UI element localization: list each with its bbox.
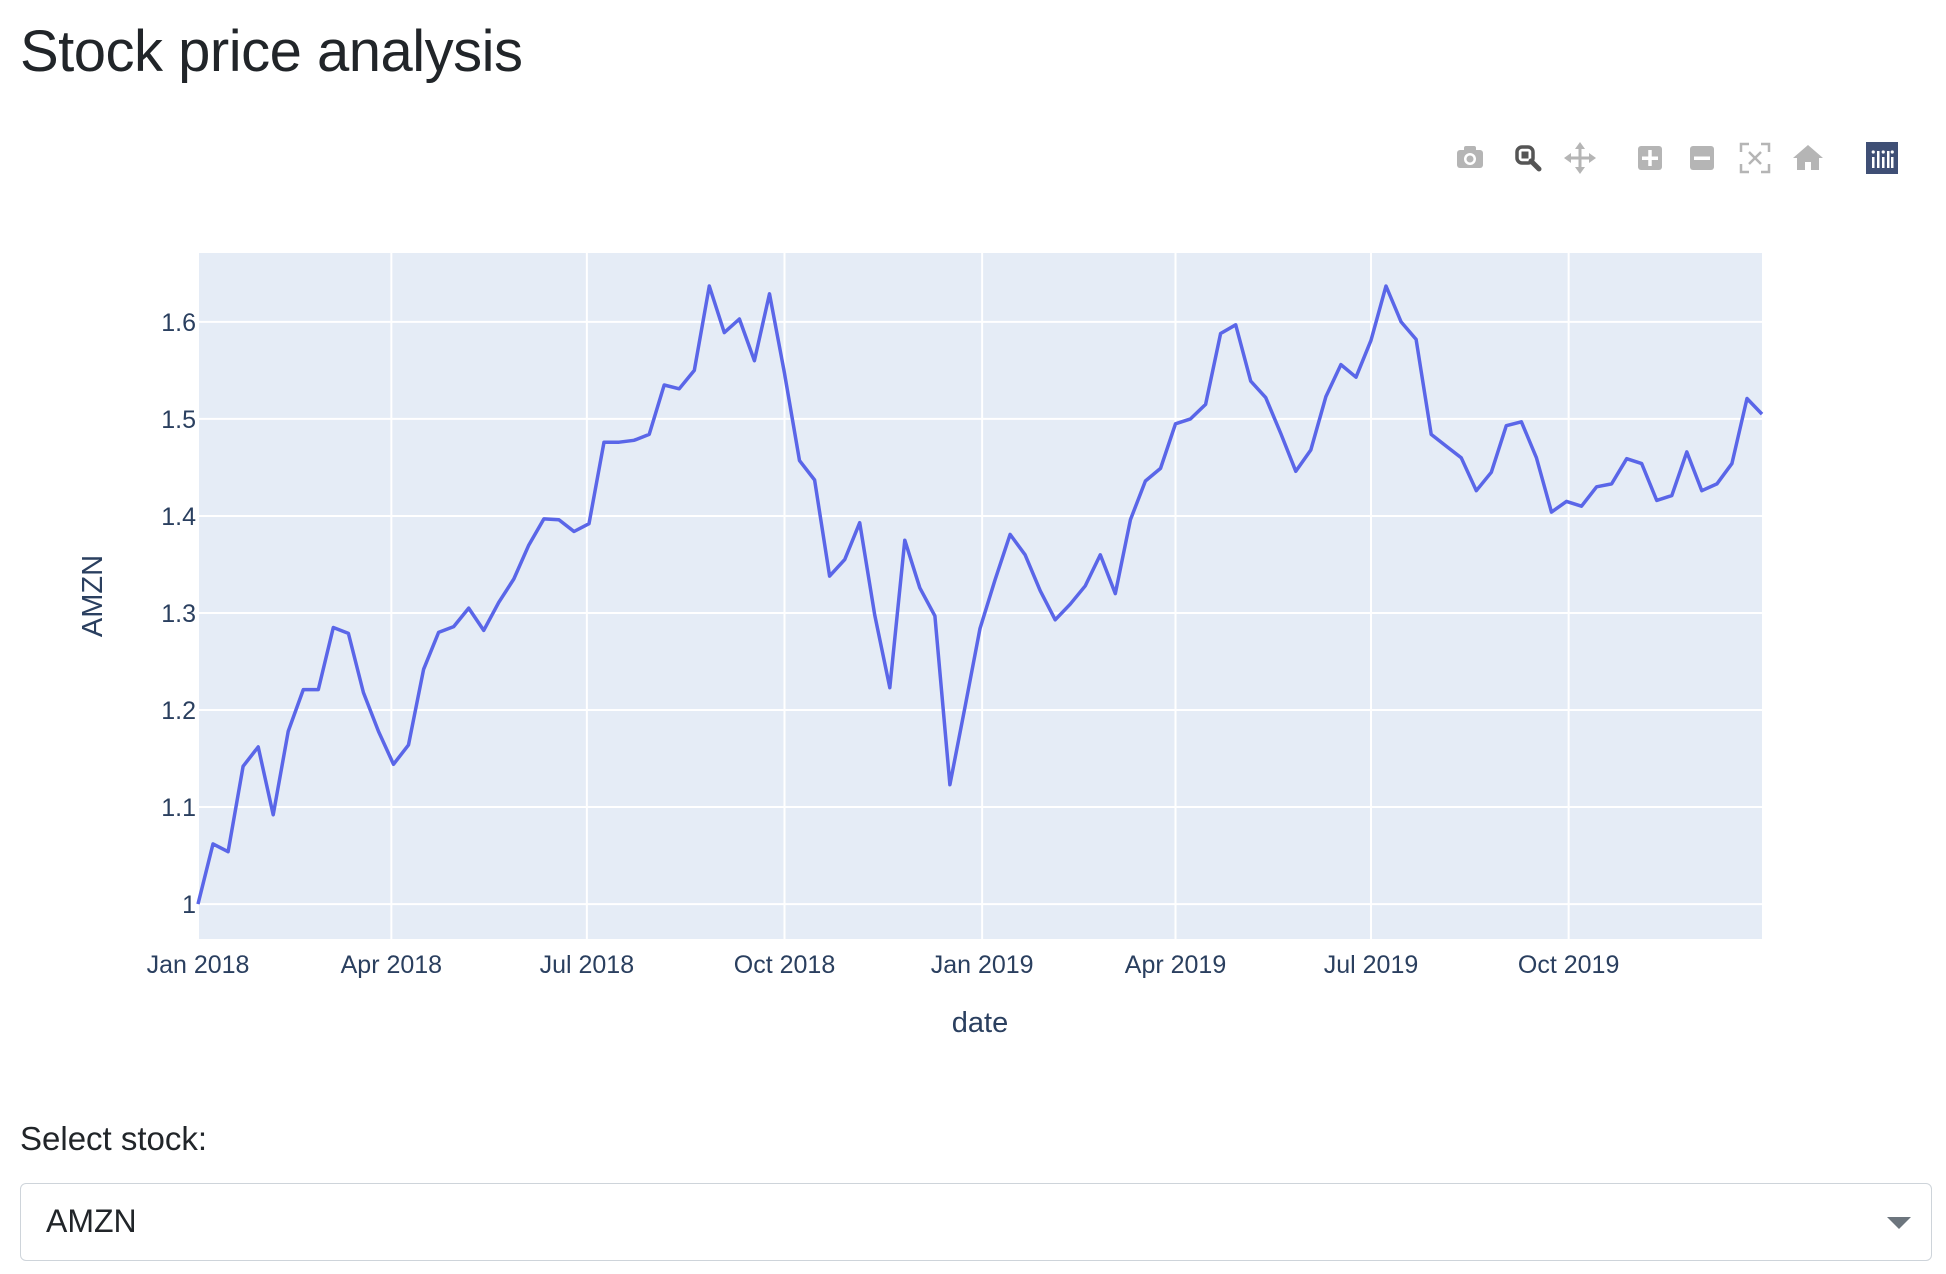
x-tick-label: Apr 2018 bbox=[341, 951, 442, 979]
x-tick-label: Jan 2018 bbox=[147, 951, 250, 979]
camera-icon[interactable] bbox=[1450, 138, 1490, 178]
y-axis-title: AMZN bbox=[77, 555, 109, 637]
series-line-amzn bbox=[196, 284, 1764, 905]
plot-area[interactable] bbox=[198, 253, 1762, 939]
y-tick-label: 1.1 bbox=[161, 794, 196, 822]
autoscale-icon[interactable] bbox=[1735, 138, 1775, 178]
zoom-out-icon[interactable] bbox=[1682, 138, 1722, 178]
x-tick-label: Jul 2018 bbox=[540, 951, 635, 979]
y-tick-label: 1.5 bbox=[161, 406, 196, 434]
chevron-down-icon[interactable] bbox=[1887, 1217, 1911, 1229]
stock-select[interactable]: AMZN bbox=[20, 1183, 1932, 1261]
y-tick-label: 1.2 bbox=[161, 697, 196, 725]
x-tick-label: Jul 2019 bbox=[1324, 951, 1419, 979]
chart-modebar bbox=[1450, 138, 1940, 178]
zoom-in-icon[interactable] bbox=[1630, 138, 1670, 178]
y-tick-label: 1.3 bbox=[161, 600, 196, 628]
x-tick-label: Apr 2019 bbox=[1125, 951, 1226, 979]
x-tick-label: Oct 2019 bbox=[1518, 951, 1619, 979]
pan-icon[interactable] bbox=[1560, 138, 1600, 178]
tick-labels: 1 1.1 1.2 1.3 1.4 1.5 1.6 Jan 2018 Apr 2018 Jul 2… bbox=[147, 309, 1620, 979]
stock-chart[interactable]: 1 1.1 1.2 1.3 1.4 1.5 1.6 Jan 2018 Apr 2018 Jul 2… bbox=[0, 190, 1946, 1050]
x-axis-title: date bbox=[952, 1007, 1008, 1039]
y-tick-label: 1.4 bbox=[161, 503, 196, 531]
reset-axes-icon[interactable] bbox=[1788, 138, 1828, 178]
plotly-logo-icon[interactable] bbox=[1862, 138, 1902, 178]
chart-svg: 1 1.1 1.2 1.3 1.4 1.5 1.6 Jan 2018 Apr 2018 Jul 2… bbox=[77, 253, 1764, 1039]
page-title: Stock price analysis bbox=[20, 19, 523, 84]
zoom-icon[interactable] bbox=[1508, 138, 1548, 178]
stock-select-value: AMZN bbox=[46, 1203, 137, 1239]
x-tick-label: Oct 2018 bbox=[734, 951, 835, 979]
select-stock-label: Select stock: bbox=[20, 1120, 208, 1157]
gridlines bbox=[197, 253, 1762, 939]
y-tick-label: 1.6 bbox=[161, 309, 196, 337]
x-tick-label: Jan 2019 bbox=[931, 951, 1034, 979]
y-tick-label: 1 bbox=[182, 891, 196, 919]
